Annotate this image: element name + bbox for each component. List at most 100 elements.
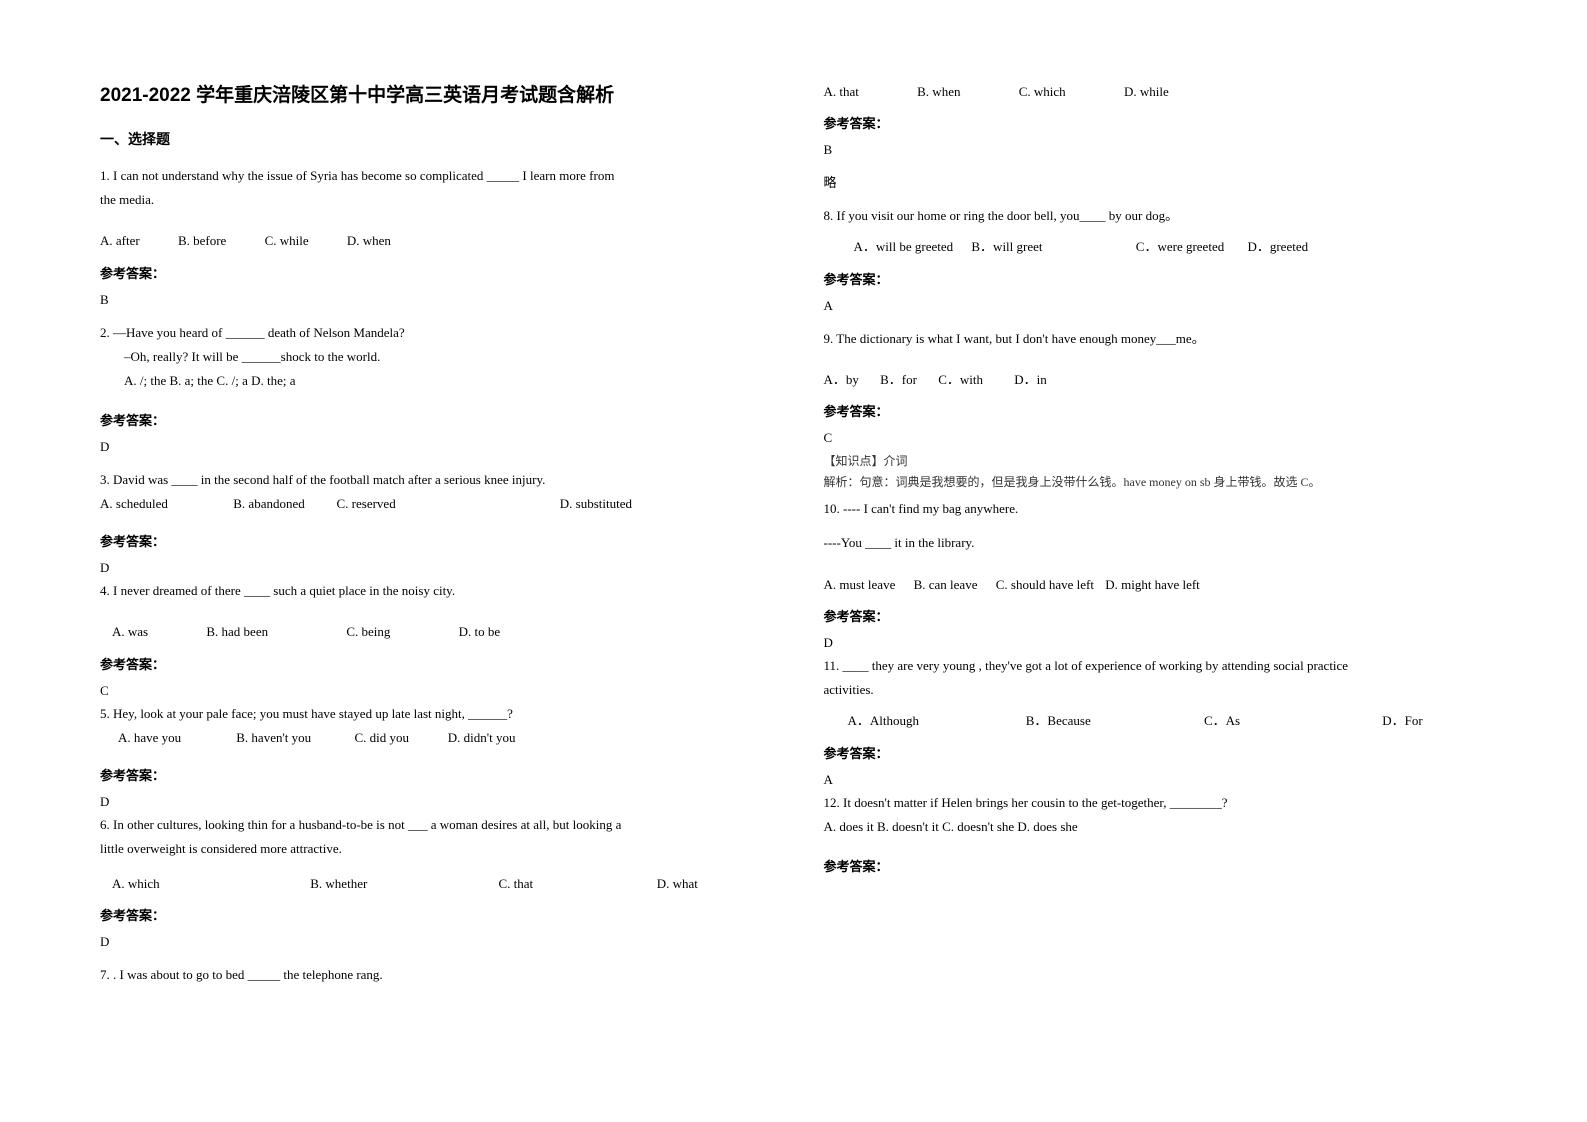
q9-opt-c: C．with bbox=[938, 368, 983, 391]
q4-opt-b: B. had been bbox=[206, 620, 268, 643]
q10-answer: D bbox=[824, 635, 1488, 651]
q7-text: 7. . I was about to go to bed _____ the … bbox=[100, 964, 764, 986]
q10-text-2: ----You ____ it in the library. bbox=[824, 532, 1488, 554]
q5-opt-d: D. didn't you bbox=[448, 730, 516, 745]
q3-text: 3. David was ____ in the second half of … bbox=[100, 469, 764, 491]
question-6: 6. In other cultures, looking thin for a… bbox=[100, 814, 764, 862]
question-4: 4. I never dreamed of there ____ such a … bbox=[100, 580, 764, 604]
q6-opt-b: B. whether bbox=[310, 872, 460, 895]
q6-answer: D bbox=[100, 934, 764, 950]
page-title: 2021-2022 学年重庆涪陵区第十中学高三英语月考试题含解析 bbox=[100, 80, 764, 107]
q6-text-1: 6. In other cultures, looking thin for a… bbox=[100, 814, 764, 836]
q4-opt-a: A. was bbox=[112, 620, 148, 643]
q8-opt-d: D．greeted bbox=[1247, 235, 1308, 258]
q3-opt-a: A. scheduled bbox=[100, 493, 230, 515]
right-column: A. that B. when C. which D. while 参考答案： … bbox=[824, 80, 1488, 1082]
q12-text: 12. It doesn't matter if Helen brings he… bbox=[824, 792, 1488, 814]
q3-opt-d: D. substituted bbox=[560, 496, 632, 511]
q1-text-2: the media. bbox=[100, 189, 764, 211]
q3-answer: D bbox=[100, 560, 764, 576]
q4-answer: C bbox=[100, 683, 764, 699]
q4-opt-c: C. being bbox=[346, 620, 390, 643]
section-header: 一、选择题 bbox=[100, 129, 764, 149]
q1-opt-a: A. after bbox=[100, 229, 140, 252]
answer-label: 参考答案： bbox=[824, 113, 1488, 132]
q9-analysis: 解析：句意：词典是我想要的，但是我身上没带什么钱。have money on s… bbox=[824, 473, 1488, 490]
question-1: 1. I can not understand why the issue of… bbox=[100, 165, 764, 213]
q5-answer: D bbox=[100, 794, 764, 810]
q1-opt-c: C. while bbox=[265, 229, 309, 252]
q9-knowledge: 【知识点】介词 bbox=[824, 452, 1488, 469]
q12-options: A. does it B. doesn't it C. doesn't she … bbox=[824, 816, 1488, 838]
question-10: 10. ---- I can't find my bag anywhere. -… bbox=[824, 498, 1488, 556]
q11-opt-d: D．For bbox=[1382, 709, 1422, 732]
q3-opt-b: B. abandoned bbox=[233, 493, 333, 515]
q1-opt-d: D. when bbox=[347, 229, 391, 252]
question-2: 2. —Have you heard of ______ death of Ne… bbox=[100, 322, 764, 394]
q5-opt-a: A. have you bbox=[118, 727, 233, 749]
answer-label: 参考答案： bbox=[100, 531, 764, 550]
q6-text-2: little overweight is considered more att… bbox=[100, 838, 764, 860]
q8-text: 8. If you visit our home or ring the doo… bbox=[824, 205, 1488, 227]
q11-text-2: activities. bbox=[824, 679, 1488, 701]
q4-options: A. was B. had been C. being D. to be bbox=[100, 620, 764, 643]
question-12: 12. It doesn't matter if Helen brings he… bbox=[824, 792, 1488, 840]
q11-opt-b: B．Because bbox=[1026, 709, 1166, 732]
q3-opt-c: C. reserved bbox=[337, 493, 557, 515]
q6-opt-d: D. what bbox=[657, 872, 698, 895]
q7-opt-a: A. that bbox=[824, 80, 859, 103]
question-8: 8. If you visit our home or ring the doo… bbox=[824, 205, 1488, 229]
q7-opt-d: D. while bbox=[1124, 80, 1169, 103]
q5-opt-b: B. haven't you bbox=[236, 727, 351, 749]
q10-opt-c: C. should have left bbox=[996, 573, 1094, 596]
q11-text-1: 11. ____ they are very young , they've g… bbox=[824, 655, 1488, 677]
q9-text: 9. The dictionary is what I want, but I … bbox=[824, 328, 1488, 350]
q9-answer: C bbox=[824, 430, 1488, 446]
q4-opt-d: D. to be bbox=[459, 620, 501, 643]
q6-opt-a: A. which bbox=[112, 872, 272, 895]
q8-opt-c: C．were greeted bbox=[1136, 235, 1224, 258]
q6-opt-c: C. that bbox=[499, 872, 619, 895]
q9-opt-d: D．in bbox=[1014, 368, 1047, 391]
q9-options: A．by B．for C．with D．in bbox=[824, 368, 1488, 391]
q2-answer: D bbox=[100, 439, 764, 455]
q6-options: A. which B. whether C. that D. what bbox=[100, 872, 764, 895]
answer-label: 参考答案： bbox=[100, 654, 764, 673]
q9-opt-b: B．for bbox=[880, 368, 917, 391]
answer-label: 参考答案： bbox=[100, 410, 764, 429]
q8-answer: A bbox=[824, 298, 1488, 314]
answer-label: 参考答案： bbox=[100, 905, 764, 924]
q7-answer: B bbox=[824, 142, 1488, 158]
q8-opt-a: A．will be greeted bbox=[854, 235, 954, 258]
q8-options: A．will be greeted B．will greet C．were gr… bbox=[824, 235, 1488, 258]
q2-options: A. /; the B. a; the C. /; a D. the; a bbox=[100, 370, 764, 392]
question-7: 7. . I was about to go to bed _____ the … bbox=[100, 964, 764, 988]
q5-opt-c: C. did you bbox=[355, 727, 445, 749]
q11-opt-a: A．Although bbox=[848, 709, 988, 732]
q8-opt-b: B．will greet bbox=[971, 235, 1042, 258]
question-5: 5. Hey, look at your pale face; you must… bbox=[100, 703, 764, 749]
left-column: 2021-2022 学年重庆涪陵区第十中学高三英语月考试题含解析 一、选择题 1… bbox=[100, 80, 764, 1082]
q10-text-1: 10. ---- I can't find my bag anywhere. bbox=[824, 498, 1488, 520]
q7-opt-b: B. when bbox=[917, 80, 960, 103]
q9-opt-a: A．by bbox=[824, 368, 859, 391]
question-9: 9. The dictionary is what I want, but I … bbox=[824, 328, 1488, 352]
answer-label: 参考答案： bbox=[824, 269, 1488, 288]
question-3: 3. David was ____ in the second half of … bbox=[100, 469, 764, 515]
answer-label: 参考答案： bbox=[824, 606, 1488, 625]
q7-options: A. that B. when C. which D. while bbox=[824, 80, 1488, 103]
q1-answer: B bbox=[100, 292, 764, 308]
q11-opt-c: C．As bbox=[1204, 709, 1344, 732]
answer-label: 参考答案： bbox=[824, 856, 1488, 875]
q2-line1: 2. —Have you heard of ______ death of Ne… bbox=[100, 322, 764, 344]
q2-line2: –Oh, really? It will be ______shock to t… bbox=[100, 346, 764, 368]
q1-opt-b: B. before bbox=[178, 229, 226, 252]
q7-opt-c: C. which bbox=[1019, 80, 1066, 103]
q1-options: A. after B. before C. while D. when bbox=[100, 229, 764, 252]
answer-label: 参考答案： bbox=[100, 263, 764, 282]
q10-opt-b: B. can leave bbox=[914, 573, 978, 596]
answer-label: 参考答案： bbox=[100, 765, 764, 784]
q4-text: 4. I never dreamed of there ____ such a … bbox=[100, 580, 764, 602]
q10-opt-a: A. must leave bbox=[824, 573, 896, 596]
answer-label: 参考答案： bbox=[824, 401, 1488, 420]
